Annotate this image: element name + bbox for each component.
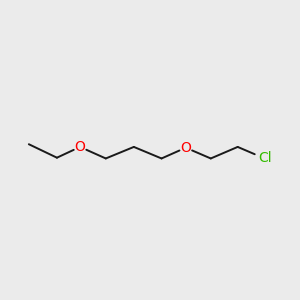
Text: Cl: Cl xyxy=(258,152,272,166)
Text: O: O xyxy=(75,140,86,154)
Text: O: O xyxy=(180,141,191,155)
